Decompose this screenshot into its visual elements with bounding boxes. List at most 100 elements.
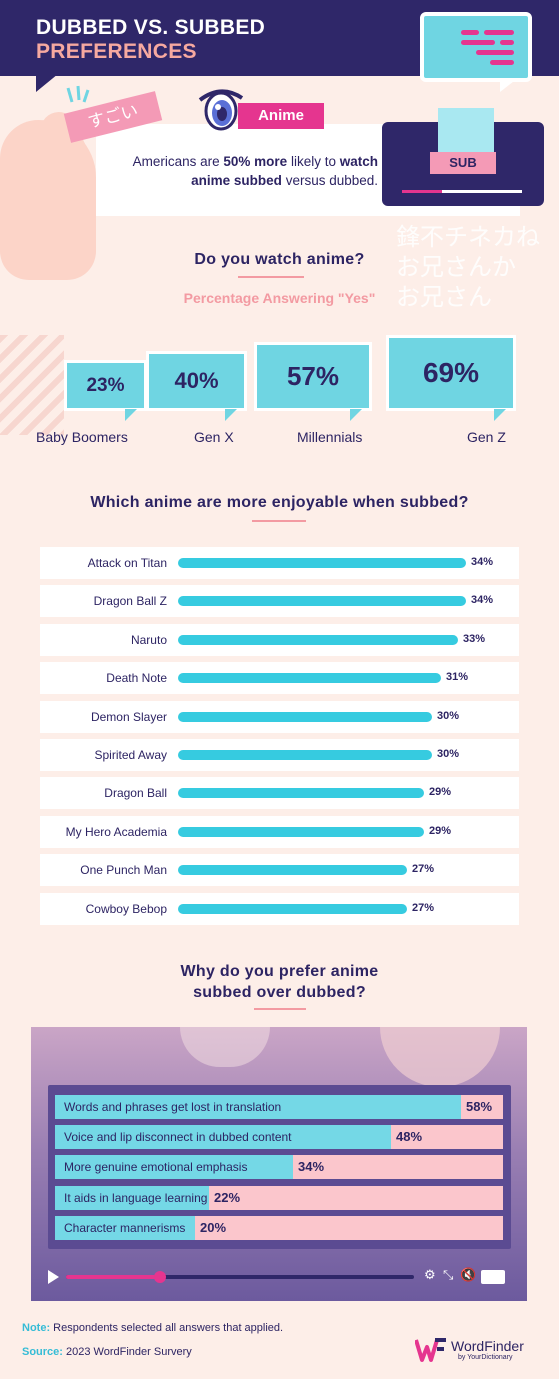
bar-value-label: 27%	[412, 902, 435, 914]
chat-line-3	[461, 40, 495, 45]
reason-label: Words and phrases get lost in translatio…	[64, 1100, 282, 1114]
generation-bubble: 40%	[146, 351, 247, 411]
bar	[178, 904, 407, 914]
table-row: Dragon Ball Z 34%	[40, 585, 519, 617]
anime-tag: Anime	[238, 103, 324, 129]
bar-value-label: 29%	[429, 825, 452, 837]
table-row: Demon Slayer 30%	[40, 701, 519, 733]
bar-value-label: 31%	[446, 671, 469, 683]
bar-value-label: 33%	[463, 633, 486, 645]
generation-bubble: 57%	[254, 342, 372, 411]
footnote: Note: Respondents selected all answers t…	[22, 1322, 284, 1334]
table-row: Dragon Ball 29%	[40, 777, 519, 809]
bar	[178, 558, 466, 568]
captions-icon[interactable]	[481, 1270, 505, 1284]
chat-line-4	[500, 40, 514, 45]
section3-title: Why do you prefer anime subbed over dubb…	[180, 963, 379, 1001]
bar-label: Dragon Ball	[104, 786, 167, 800]
bar-value-label: 30%	[437, 710, 460, 722]
bar	[178, 596, 466, 606]
reason-label: More genuine emotional emphasis	[64, 1160, 248, 1174]
wordfinder-logo-text: WordFinder	[451, 1338, 524, 1354]
reason-value-label: 34%	[298, 1159, 325, 1174]
section2-divider	[252, 520, 306, 522]
bar	[178, 865, 407, 875]
reason-row: It aids in language learning 22%	[55, 1186, 503, 1210]
fullscreen-icon[interactable]: ⤡	[443, 1268, 454, 1283]
bar-label: Demon Slayer	[90, 710, 167, 724]
generation-bubble-tail	[494, 409, 506, 421]
reason-label: Character mannerisms	[64, 1221, 186, 1235]
video-progress-handle[interactable]	[154, 1271, 166, 1283]
section1-divider	[238, 276, 304, 278]
page-title-line2: PREFERENCES	[36, 40, 197, 63]
wordfinder-logo-tagline: by YourDictionary	[458, 1354, 513, 1361]
reason-row: Character mannerisms 20%	[55, 1216, 503, 1240]
hero-stat-text: Americans are 50% more likely to watch a…	[132, 154, 378, 188]
reason-value-label: 20%	[200, 1220, 227, 1235]
bar-value-label: 30%	[437, 748, 460, 760]
section1-subtitle: Percentage Answering "Yes"	[183, 290, 376, 306]
table-row: Death Note 31%	[40, 662, 519, 694]
source-note: Source: 2023 WordFinder Survery	[22, 1346, 192, 1358]
bar	[178, 712, 432, 722]
table-row: Spirited Away 30%	[40, 739, 519, 771]
reason-value-label: 48%	[396, 1129, 423, 1144]
bar-value-label: 34%	[471, 556, 494, 568]
section1-title: Do you watch anime?	[194, 251, 365, 268]
bar-label: Naruto	[130, 633, 167, 647]
reason-bar	[55, 1125, 391, 1149]
wordfinder-logo-icon	[415, 1338, 446, 1362]
reason-value-label: 58%	[466, 1099, 493, 1114]
video-progress-fill	[66, 1275, 160, 1279]
play-icon[interactable]	[48, 1270, 59, 1284]
bar-value-label: 27%	[412, 863, 435, 875]
mute-icon[interactable]: 🔇	[460, 1268, 477, 1283]
settings-icon[interactable]: ⚙	[424, 1268, 436, 1283]
sparkle-icon	[66, 85, 90, 103]
sub-tag: SUB	[430, 152, 496, 174]
reason-bar	[55, 1186, 209, 1210]
generation-bubble: 23%	[64, 360, 147, 411]
chat-line-1	[461, 30, 479, 35]
table-row: Cowboy Bebop 27%	[40, 893, 519, 925]
generation-bubble-tail	[225, 409, 237, 421]
reason-value-label: 22%	[214, 1190, 241, 1205]
table-row: Naruto 33%	[40, 624, 519, 656]
chat-line-2	[484, 30, 514, 35]
chat-line-6	[490, 60, 514, 65]
bar-label: Death Note	[106, 671, 167, 685]
reason-bar	[55, 1095, 461, 1119]
bar-label: One Punch Man	[80, 863, 167, 877]
reason-bar	[55, 1155, 293, 1179]
table-row: Attack on Titan 34%	[40, 547, 519, 579]
bar	[178, 635, 458, 645]
reason-row: Words and phrases get lost in translatio…	[55, 1095, 503, 1119]
generation-label: Gen Z	[467, 429, 506, 445]
generation-bubble-tail	[125, 409, 137, 421]
bar-label: Attack on Titan	[87, 556, 167, 570]
bar-label: Spirited Away	[94, 748, 168, 762]
page-title-line1: DUBBED VS. SUBBED	[36, 16, 266, 39]
bar-value-label: 34%	[471, 594, 494, 606]
bar	[178, 788, 424, 798]
table-row: One Punch Man 27%	[40, 854, 519, 886]
table-row: My Hero Academia 29%	[40, 816, 519, 848]
chat-bubble-icon	[420, 12, 532, 82]
reason-row: More genuine emotional emphasis 34%	[55, 1155, 503, 1179]
header-notch	[36, 74, 58, 92]
section2-title: Which anime are more enjoyable when subb…	[90, 494, 469, 511]
bar-label: My Hero Academia	[65, 825, 167, 839]
generation-bubble: 69%	[386, 335, 516, 411]
japanese-watermark: 鋒不チネカね お兄さんか お兄さん	[396, 223, 540, 311]
reason-label: Voice and lip disconnect in dubbed conte…	[64, 1130, 292, 1144]
generation-bubble-tail	[350, 409, 362, 421]
reason-row: Voice and lip disconnect in dubbed conte…	[55, 1125, 503, 1149]
bar	[178, 750, 432, 760]
generation-label: Gen X	[194, 429, 234, 445]
video-progress-track[interactable]	[66, 1275, 414, 1279]
stripes-decoration	[0, 335, 64, 435]
chat-line-5	[476, 50, 514, 55]
bar	[178, 827, 424, 837]
generation-label: Millennials	[297, 429, 363, 445]
